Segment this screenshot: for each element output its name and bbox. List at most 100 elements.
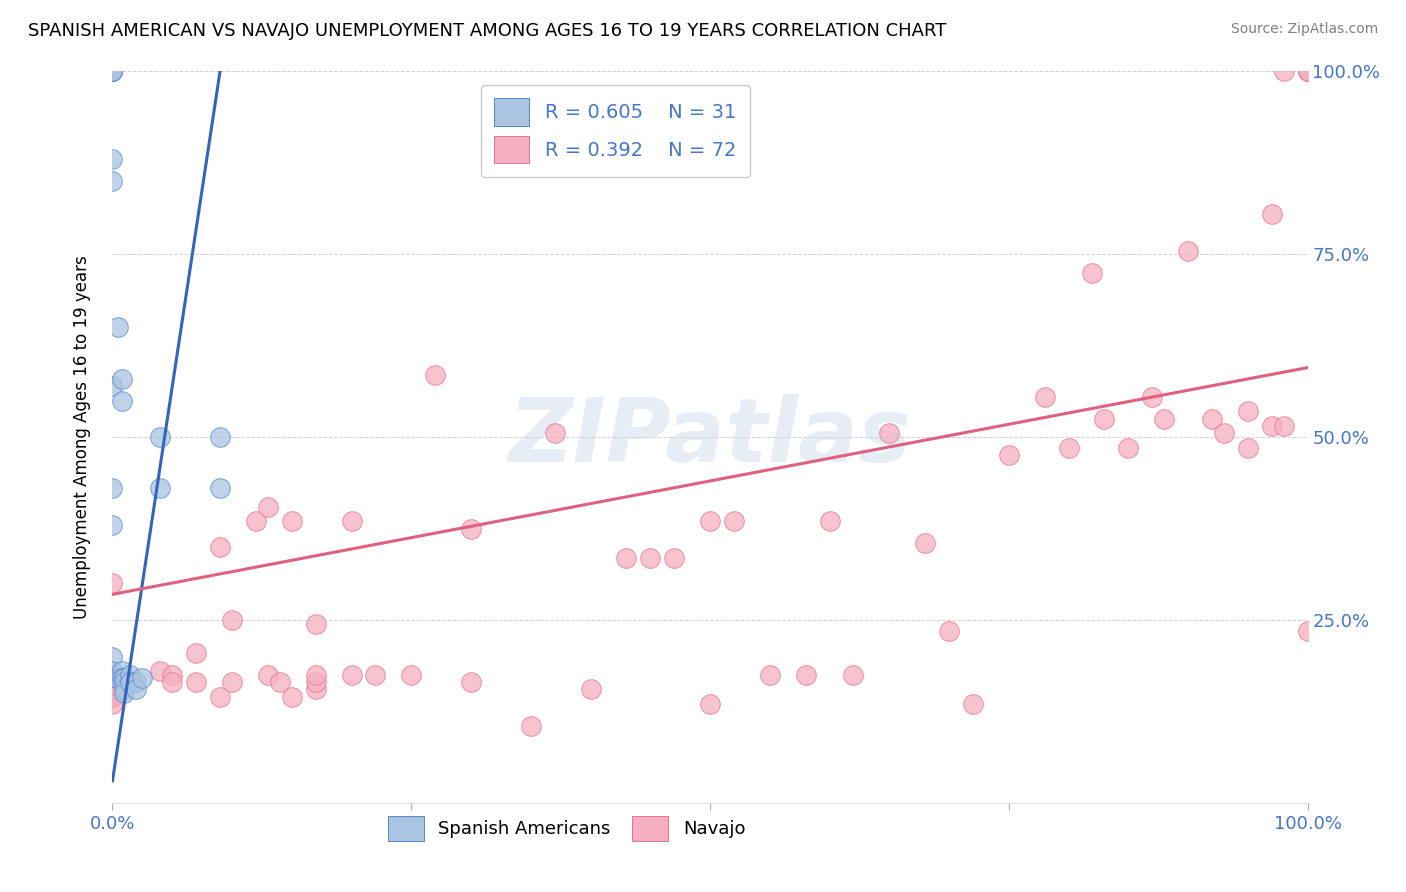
Point xyxy=(101,664,124,678)
Point xyxy=(1142,390,1164,404)
Point xyxy=(101,697,124,711)
Point xyxy=(962,697,984,711)
Point xyxy=(281,514,304,528)
Point xyxy=(101,64,124,78)
Point xyxy=(111,393,134,408)
Point xyxy=(101,379,124,393)
Point xyxy=(131,672,153,686)
Point xyxy=(401,667,423,681)
Point xyxy=(101,481,124,495)
Point xyxy=(114,672,135,686)
Point xyxy=(149,430,172,444)
Y-axis label: Unemployment Among Ages 16 to 19 years: Unemployment Among Ages 16 to 19 years xyxy=(73,255,91,619)
Point xyxy=(221,613,243,627)
Point xyxy=(1033,390,1056,404)
Point xyxy=(1296,64,1319,78)
Point xyxy=(1201,412,1223,426)
Point xyxy=(149,664,172,678)
Point xyxy=(209,690,232,704)
Point xyxy=(998,448,1021,462)
Point xyxy=(107,320,129,334)
Text: Source: ZipAtlas.com: Source: ZipAtlas.com xyxy=(1230,22,1378,37)
Point xyxy=(107,672,129,686)
Point xyxy=(1094,412,1116,426)
Point xyxy=(794,667,817,681)
Point xyxy=(114,675,135,690)
Point xyxy=(209,481,232,495)
Point xyxy=(149,481,172,495)
Point xyxy=(101,64,124,78)
Point xyxy=(281,690,304,704)
Point xyxy=(364,667,387,681)
Point xyxy=(186,646,208,660)
Point xyxy=(101,64,124,78)
Point xyxy=(1296,624,1319,638)
Point xyxy=(879,426,901,441)
Point xyxy=(162,675,183,690)
Point xyxy=(460,521,482,535)
Point xyxy=(543,426,565,441)
Point xyxy=(1272,419,1295,434)
Point xyxy=(1296,64,1319,78)
Point xyxy=(101,152,124,166)
Point xyxy=(101,682,124,697)
Point xyxy=(699,514,721,528)
Point xyxy=(425,368,447,382)
Point xyxy=(1261,419,1284,434)
Point xyxy=(1081,266,1104,280)
Text: SPANISH AMERICAN VS NAVAJO UNEMPLOYMENT AMONG AGES 16 TO 19 YEARS CORRELATION CH: SPANISH AMERICAN VS NAVAJO UNEMPLOYMENT … xyxy=(28,22,946,40)
Point xyxy=(221,675,243,690)
Point xyxy=(305,667,328,681)
Point xyxy=(101,682,124,697)
Point xyxy=(125,682,148,697)
Point xyxy=(460,675,482,690)
Point xyxy=(520,719,543,733)
Point xyxy=(305,616,328,631)
Point xyxy=(579,682,602,697)
Point xyxy=(664,550,686,565)
Point xyxy=(616,550,638,565)
Point xyxy=(101,64,124,78)
Point xyxy=(938,624,960,638)
Point xyxy=(914,536,936,550)
Point xyxy=(1296,64,1319,78)
Point xyxy=(101,174,124,188)
Point xyxy=(699,697,721,711)
Point xyxy=(120,675,142,690)
Point xyxy=(340,514,363,528)
Point xyxy=(1261,207,1284,221)
Point xyxy=(842,667,865,681)
Point xyxy=(1272,64,1295,78)
Point xyxy=(1177,244,1199,258)
Point xyxy=(101,649,124,664)
Point xyxy=(340,667,363,681)
Point xyxy=(759,667,782,681)
Point xyxy=(1057,441,1080,455)
Point xyxy=(305,675,328,690)
Point xyxy=(1237,404,1260,418)
Point xyxy=(101,690,124,704)
Point xyxy=(1153,412,1175,426)
Point xyxy=(209,430,232,444)
Point xyxy=(114,682,135,697)
Point xyxy=(120,667,142,681)
Point xyxy=(640,550,662,565)
Point xyxy=(245,514,267,528)
Point xyxy=(114,686,135,700)
Point xyxy=(257,500,280,514)
Legend: Spanish Americans, Navajo: Spanish Americans, Navajo xyxy=(381,809,752,848)
Point xyxy=(209,540,232,554)
Point xyxy=(125,675,148,690)
Point xyxy=(257,667,280,681)
Point xyxy=(723,514,745,528)
Point xyxy=(101,576,124,591)
Point xyxy=(186,675,208,690)
Text: ZIPatlas: ZIPatlas xyxy=(509,393,911,481)
Point xyxy=(101,667,124,681)
Point xyxy=(1213,426,1236,441)
Point xyxy=(1118,441,1140,455)
Point xyxy=(162,667,183,681)
Point xyxy=(111,371,134,385)
Point xyxy=(101,690,124,704)
Point xyxy=(111,664,134,678)
